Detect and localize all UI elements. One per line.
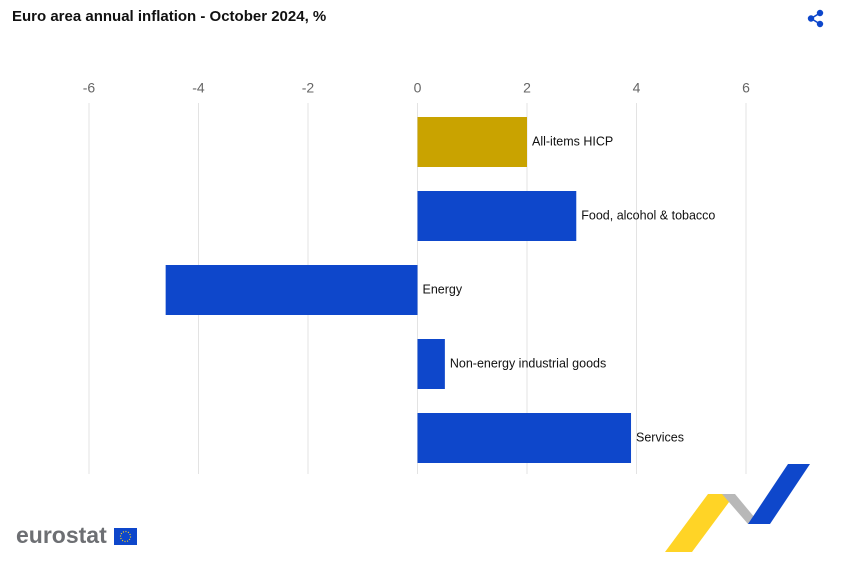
category-label: Services [636, 430, 684, 444]
bar [417, 339, 445, 389]
category-label: Non-energy industrial goods [450, 356, 606, 370]
decoration [665, 464, 810, 552]
bar [165, 265, 418, 315]
category-label: Energy [423, 282, 463, 296]
bar [417, 413, 632, 463]
x-tick-label: -2 [302, 80, 315, 96]
x-tick-label: 6 [742, 80, 750, 96]
x-tick-label: 0 [414, 80, 422, 96]
bar [417, 117, 527, 167]
logo-text: eurostat [16, 522, 107, 548]
eu-flag [114, 528, 137, 545]
x-tick-label: -4 [192, 80, 205, 96]
eu-stars [119, 530, 132, 543]
category-label: Food, alcohol & tobacco [581, 208, 715, 222]
plot-area: -6 -4 -2 0 2 4 6 All-items HICP Food, alcohol & … [83, 80, 750, 474]
x-tick-label: 4 [633, 80, 641, 96]
x-tick-label: -6 [83, 80, 96, 96]
category-label: All-items HICP [532, 134, 613, 148]
bar [417, 191, 577, 241]
x-tick-label: 2 [523, 80, 531, 96]
chart-title: Euro area annual inflation - October 202… [12, 8, 326, 25]
share-icon[interactable] [807, 9, 824, 28]
